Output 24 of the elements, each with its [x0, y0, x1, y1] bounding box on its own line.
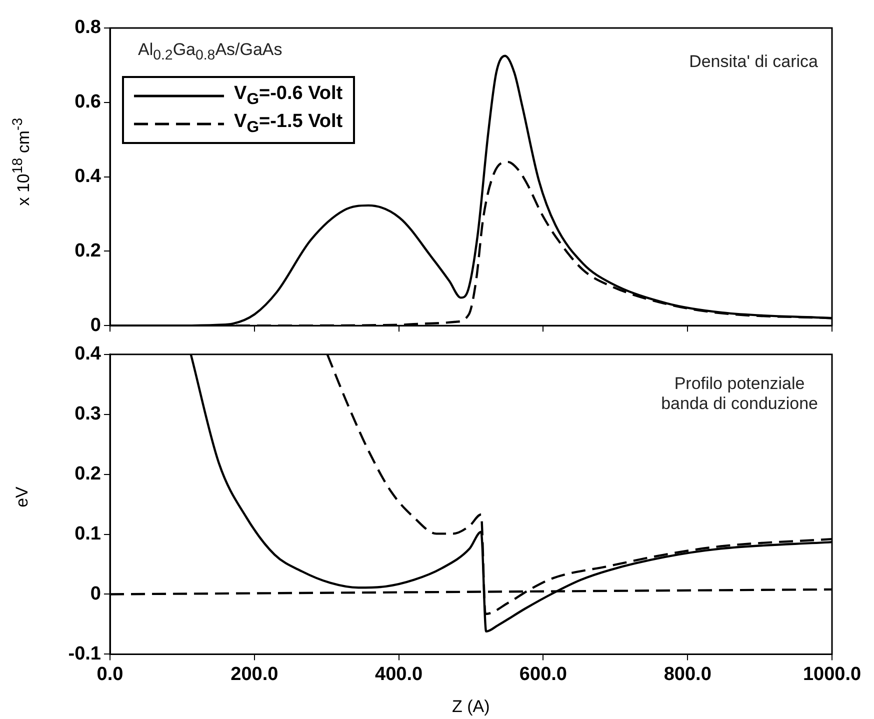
- x-axis-title: Z (A): [452, 697, 490, 717]
- x-tick-label: 1000.0: [802, 664, 862, 685]
- x-tick-label: 400.0: [375, 664, 423, 685]
- y-tick-label: -0.1: [68, 643, 102, 664]
- y-tick-label: 0.2: [74, 464, 101, 485]
- y-tick-label: 0: [90, 314, 101, 336]
- x-tick-label: 800.0: [664, 664, 712, 685]
- y-tick-label: 0.4: [74, 344, 102, 365]
- legend-label: V$_{G}$=-1.5 Volt: [234, 111, 343, 137]
- y-tick-label: 0.8: [74, 17, 101, 38]
- legend-label: V$_{G}$=-0.6 Volt: [234, 83, 343, 109]
- annotation: Densita' di carica: [689, 52, 818, 72]
- x-tick-label: 0.0: [96, 664, 124, 685]
- y-tick-label: 0.1: [74, 524, 102, 545]
- y-tick-label: 0.4: [74, 166, 102, 188]
- y-axis-title: eV: [12, 486, 32, 508]
- y-tick-label: 0: [90, 583, 101, 604]
- y-tick-label: 0.3: [74, 404, 101, 425]
- annotation: Profilo potenziale banda di conduzione: [661, 374, 818, 414]
- x-tick-label: 600.0: [519, 664, 567, 685]
- annotation: Al$_{0.2}$Ga$_{0.8}$As/GaAs: [138, 40, 282, 64]
- y-tick-label: 0.2: [74, 240, 101, 262]
- x-tick-label: 200.0: [230, 664, 278, 685]
- y-tick-label: 0.6: [74, 92, 101, 113]
